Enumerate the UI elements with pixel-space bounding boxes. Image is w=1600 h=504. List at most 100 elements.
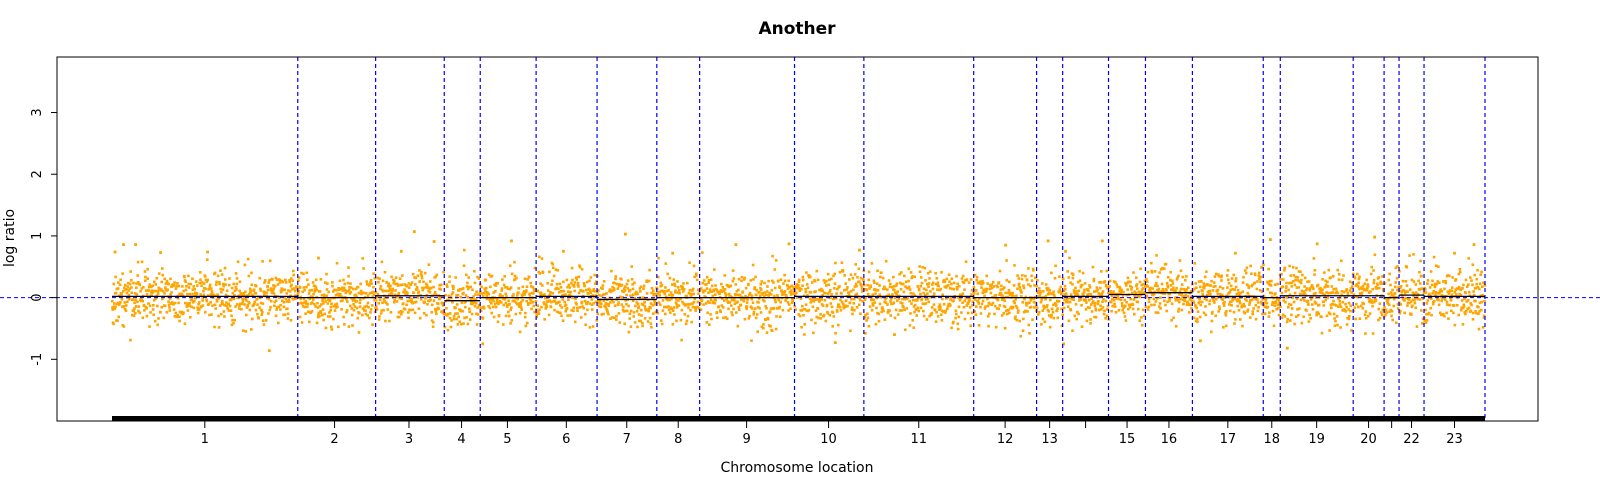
data-point <box>602 280 606 283</box>
data-point <box>355 306 359 310</box>
data-point <box>268 278 271 282</box>
data-point <box>167 282 170 286</box>
data-point <box>515 301 518 304</box>
data-point <box>316 301 319 305</box>
data-point <box>1301 293 1305 296</box>
data-point <box>396 284 400 287</box>
data-point <box>718 292 721 295</box>
data-point <box>112 322 115 326</box>
data-point <box>1238 299 1241 303</box>
data-point <box>471 288 474 292</box>
data-point <box>229 298 233 302</box>
data-point <box>911 319 914 322</box>
data-point <box>916 285 919 288</box>
x-tick-label: 19 <box>1308 432 1325 447</box>
data-point <box>1437 303 1441 307</box>
data-point <box>981 299 985 303</box>
data-point <box>529 301 532 305</box>
data-point <box>737 288 740 292</box>
data-point <box>1263 297 1266 301</box>
data-point <box>485 286 488 290</box>
data-point <box>1410 278 1414 282</box>
data-point <box>1459 293 1463 297</box>
data-point <box>986 282 989 285</box>
data-point <box>824 291 827 295</box>
data-point <box>900 282 903 286</box>
data-point <box>901 297 904 301</box>
data-point <box>1323 271 1326 274</box>
data-point <box>787 303 791 306</box>
data-point <box>394 282 398 286</box>
data-point <box>551 279 554 283</box>
data-point <box>526 321 529 325</box>
data-point <box>539 291 543 295</box>
data-point <box>1242 275 1245 279</box>
data-point <box>1052 290 1055 294</box>
data-point <box>787 242 791 246</box>
data-point <box>448 316 452 320</box>
data-point <box>116 301 120 305</box>
data-point <box>1181 298 1185 301</box>
data-point <box>1274 301 1278 304</box>
data-point <box>1365 278 1368 282</box>
data-point <box>532 292 535 295</box>
data-point <box>248 301 251 305</box>
data-point <box>1317 312 1320 316</box>
data-point <box>822 313 826 317</box>
data-point <box>1269 291 1272 294</box>
data-point <box>482 291 486 295</box>
data-point <box>546 289 550 292</box>
data-point <box>878 302 882 306</box>
data-point <box>1476 268 1479 272</box>
data-point <box>1413 292 1416 295</box>
data-point <box>340 286 344 290</box>
data-point <box>827 283 831 287</box>
data-point <box>783 273 786 277</box>
data-point <box>877 319 881 323</box>
data-point <box>1259 275 1263 279</box>
data-point <box>657 256 660 260</box>
data-point <box>1014 315 1017 319</box>
data-point <box>154 289 157 293</box>
data-point <box>251 293 254 297</box>
data-point <box>908 324 912 327</box>
data-point <box>1325 291 1328 294</box>
data-point <box>132 281 135 285</box>
data-point <box>559 311 562 315</box>
data-point <box>1380 311 1383 314</box>
data-point <box>994 295 997 299</box>
data-point <box>346 290 349 293</box>
data-point <box>1469 309 1473 313</box>
data-point <box>1470 303 1473 307</box>
data-point <box>538 308 541 312</box>
data-point <box>1471 318 1475 321</box>
data-point <box>1463 297 1466 301</box>
data-point <box>1109 289 1112 293</box>
data-point <box>1318 291 1322 294</box>
data-point <box>1481 326 1485 329</box>
data-point <box>959 293 962 296</box>
data-point <box>1355 283 1359 286</box>
data-point <box>1412 280 1416 283</box>
data-point <box>476 275 479 279</box>
data-point <box>482 307 486 310</box>
data-point <box>407 282 411 285</box>
data-point <box>907 279 910 283</box>
data-point <box>485 294 488 297</box>
data-point <box>705 275 709 279</box>
data-point <box>924 298 928 301</box>
data-point <box>264 319 268 322</box>
data-point <box>849 290 853 293</box>
data-point <box>313 290 316 293</box>
data-point <box>1128 303 1131 307</box>
data-point <box>1349 309 1352 313</box>
data-point <box>1330 306 1333 310</box>
data-point <box>1224 311 1227 315</box>
data-point <box>814 321 817 325</box>
data-point <box>1477 327 1481 331</box>
data-point <box>502 303 506 307</box>
data-point <box>751 263 755 267</box>
data-point <box>245 294 249 297</box>
data-point <box>860 290 864 293</box>
data-point <box>890 285 894 289</box>
